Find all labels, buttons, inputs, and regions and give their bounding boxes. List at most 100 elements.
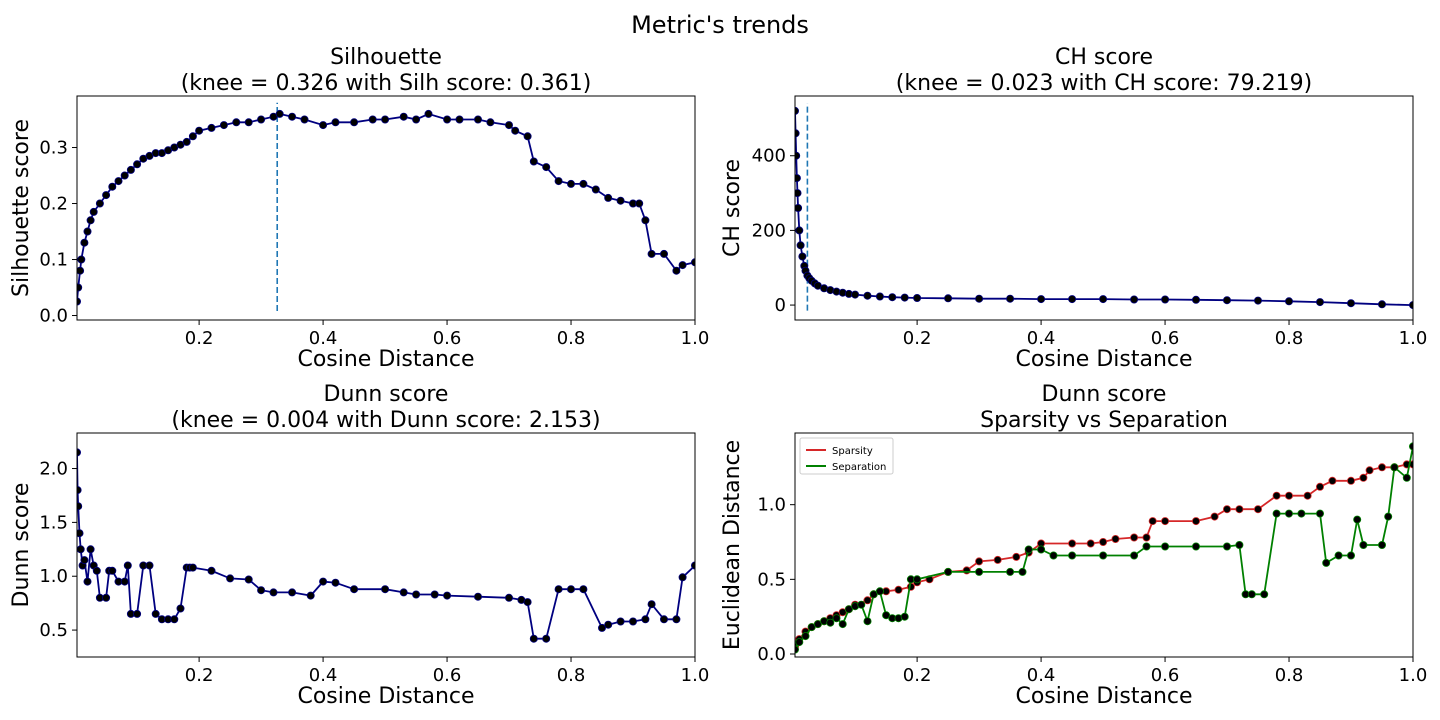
legend: Sparsity Separation [799,437,894,475]
x-axis-label: Cosine Distance [297,347,474,372]
data-point [1099,538,1108,547]
data-point [108,182,117,191]
series-separation [795,442,1413,654]
data-point [170,615,179,624]
data-point [944,567,953,576]
data-point [226,574,235,583]
data-point [795,638,804,647]
data-point [944,294,953,303]
series-line [77,452,695,640]
data-point [232,118,241,127]
data-point [1247,590,1256,599]
data-point [1328,476,1337,485]
data-point [486,118,495,127]
x-tick-label: 0.6 [1151,328,1180,349]
data-point [1161,542,1170,551]
data-point [975,294,984,303]
data-point [83,227,92,236]
data-point [975,567,984,576]
data-point [120,171,129,180]
data-point [350,585,359,594]
data-point [796,241,805,250]
data-point [604,193,613,202]
data-point [641,615,650,624]
data-point [151,609,160,618]
data-point [1303,491,1312,500]
data-point [1378,300,1387,309]
data-point [567,179,576,188]
data-point [838,620,847,629]
data-point [567,585,576,594]
data-point [1272,509,1281,518]
y-tick-label: 400 [752,146,786,167]
data-point [1359,541,1368,550]
data-point [412,590,421,599]
data-point [647,600,656,609]
x-tick-label: 0.2 [185,665,214,686]
data-point [1012,552,1021,561]
x-tick-label: 0.6 [433,328,462,349]
data-point [1223,296,1232,305]
data-point [306,591,315,600]
data-point [381,115,390,124]
data-point [1347,476,1356,485]
data-point [1068,551,1077,560]
data-point [412,115,421,124]
data-point [1006,567,1015,576]
data-point [1049,551,1058,560]
data-point [473,115,482,124]
data-point [579,585,588,594]
data-point [1161,517,1170,526]
data-point [77,545,85,554]
data-point [678,261,687,270]
data-point [399,112,408,121]
data-point [616,617,625,626]
data-point [641,216,650,225]
chart-title: Dunn score [1042,382,1167,407]
data-point [795,129,800,138]
data-point [1130,533,1139,542]
data-point [1130,295,1139,304]
chart-subtitle: Sparsity vs Separation [980,408,1228,433]
data-point [319,121,328,130]
data-point [629,617,638,626]
data-point [331,578,340,587]
data-point [77,486,82,495]
data-point [1316,298,1325,307]
data-point [1347,299,1356,308]
data-point [1223,542,1232,551]
data-point [888,293,897,302]
data-point [616,196,625,205]
x-tick-label: 0.8 [1275,328,1304,349]
data-point [554,177,563,186]
chart-panel-1: Silhouette(knee = 0.326 with Silh score:… [9,45,709,372]
x-tick-label: 0.6 [433,665,462,686]
data-point [1378,541,1387,550]
data-point [801,632,810,641]
data-point [207,123,216,132]
data-point [962,566,971,575]
data-point [257,586,266,595]
data-point [894,585,903,594]
data-point [257,115,266,124]
data-point [219,121,228,130]
data-point [350,118,359,127]
data-point [443,591,452,600]
data-point [857,600,866,609]
data-point [1068,539,1077,548]
data-point [1384,512,1393,521]
data-point [133,609,142,618]
data-point [795,226,804,235]
y-tick-label: 1.0 [757,495,786,516]
data-point [863,291,872,300]
data-point [114,177,123,186]
y-axis-label: CH score [720,159,745,257]
data-point [1024,545,1033,554]
data-point [660,615,669,624]
data-point [1322,558,1331,567]
series-1 [77,448,695,643]
y-tick-label: 0.0 [39,306,68,327]
chart-title: Silhouette [330,45,442,70]
